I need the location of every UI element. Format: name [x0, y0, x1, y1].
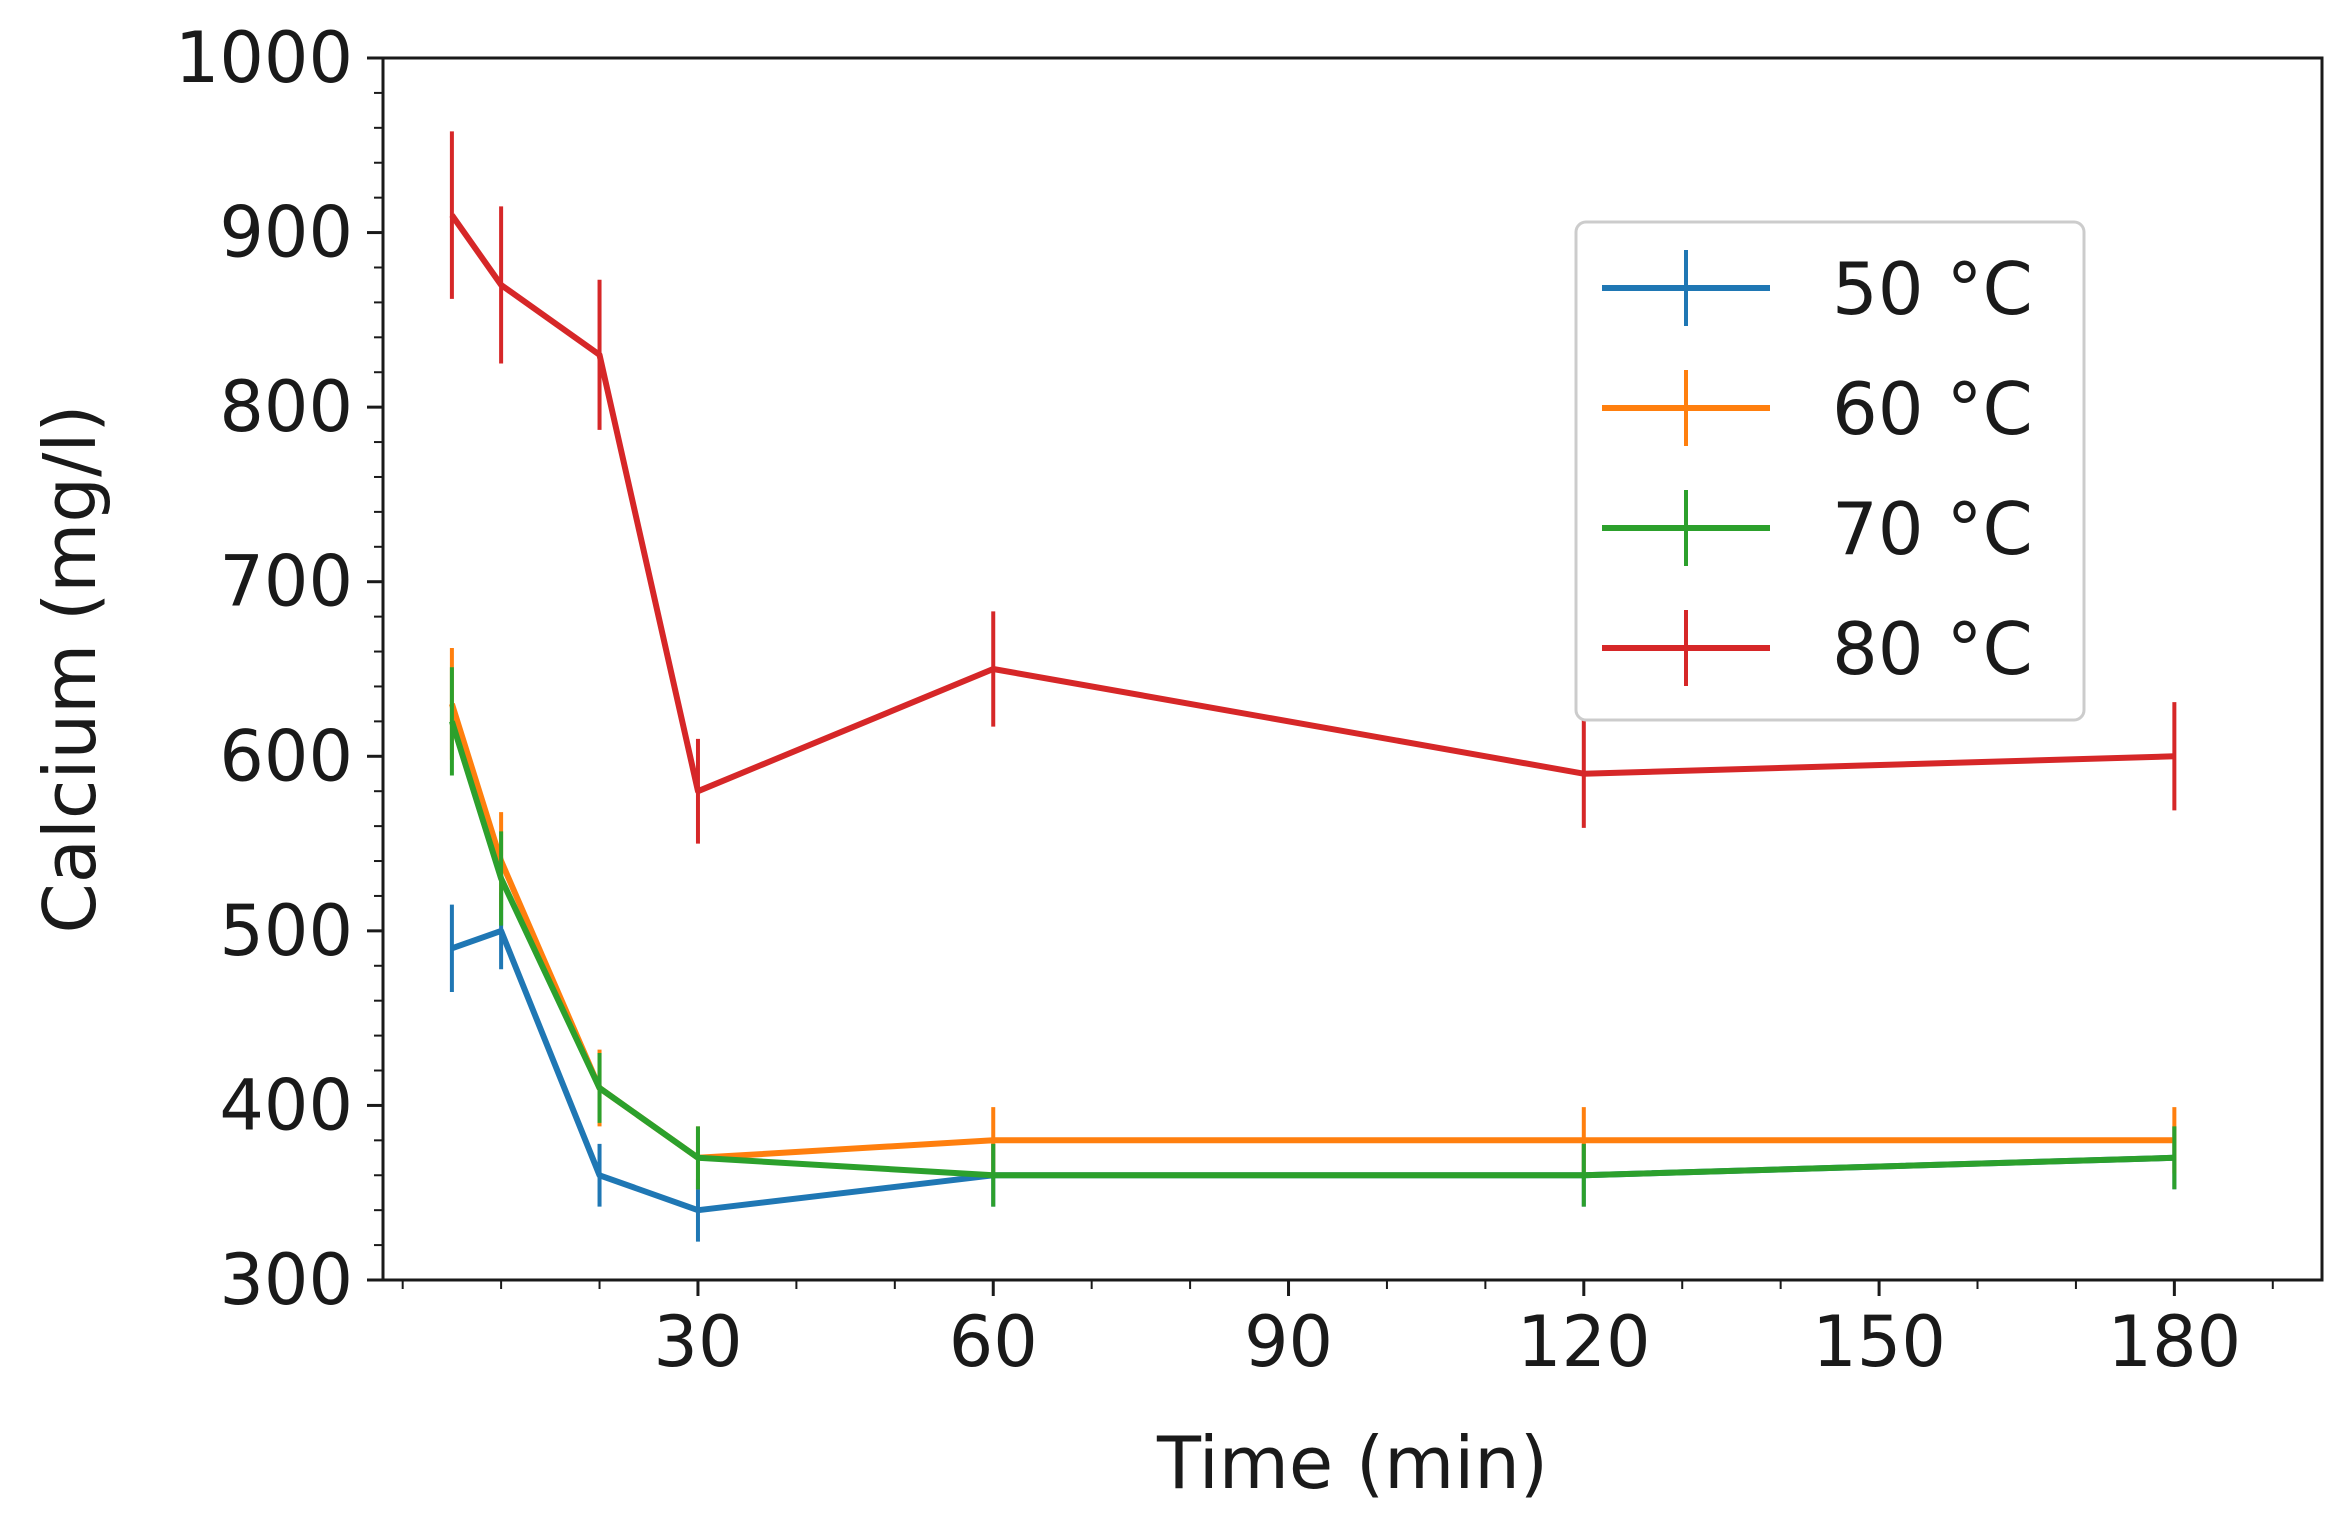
- y-tick-label: 700: [219, 541, 353, 623]
- y-axis-title: Calcium (mg/l): [28, 405, 112, 934]
- y-tick-label: 300: [219, 1239, 353, 1321]
- x-tick-label: 30: [653, 1301, 742, 1383]
- legend-label: 50 °C: [1832, 247, 2033, 331]
- y-tick-label: 400: [219, 1064, 353, 1146]
- legend-label: 70 °C: [1832, 487, 2033, 571]
- legend: 50 °C 60 °C 70 °C 80 °C: [1574, 220, 2086, 722]
- x-tick-label: 120: [1517, 1301, 1651, 1383]
- y-tick-label: 600: [219, 715, 353, 797]
- x-tick-label: 150: [1812, 1301, 1946, 1383]
- data-series: [449, 131, 2177, 1242]
- legend-label: 60 °C: [1832, 367, 2033, 451]
- plot-area-frame: [381, 56, 2324, 1282]
- x-tick-label: 90: [1244, 1301, 1333, 1383]
- x-tick-label: 180: [2108, 1301, 2242, 1383]
- legend-label: 80 °C: [1832, 607, 2033, 691]
- y-tick-label: 1000: [175, 17, 353, 99]
- axis-ticks: 300 400 500 600 700 800 900 1000 30 60 90 120 150 180: [175, 17, 2274, 1383]
- y-tick-label: 500: [219, 890, 353, 972]
- y-tick-label: 800: [219, 366, 353, 448]
- legend-box: [1574, 220, 2086, 722]
- x-axis-title: Time (min): [1156, 1421, 1548, 1505]
- y-tick-label: 900: [219, 192, 353, 274]
- x-tick-label: 60: [949, 1301, 1038, 1383]
